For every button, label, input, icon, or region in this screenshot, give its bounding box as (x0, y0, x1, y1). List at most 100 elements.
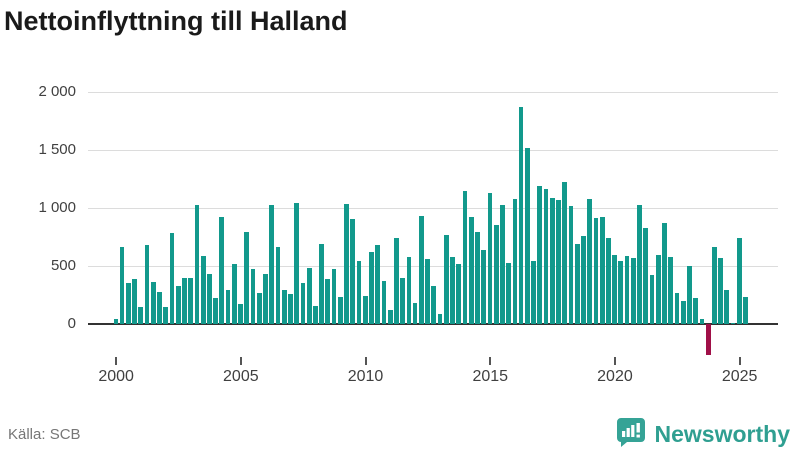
newsworthy-speech-bubble-bars-icon (615, 416, 647, 450)
bar-slot (450, 92, 456, 324)
newsworthy-wordmark: Newsworthy (654, 421, 790, 447)
bar (680, 300, 686, 324)
bar-slot (730, 92, 736, 324)
bar-slot (512, 92, 518, 324)
bar (256, 293, 262, 324)
bar (581, 236, 586, 324)
bar (344, 203, 349, 324)
bar (593, 218, 599, 324)
bar-slot (418, 92, 424, 324)
bar (699, 319, 705, 324)
newsworthy-logo: Newsworthy (615, 416, 790, 450)
bar (169, 232, 175, 324)
bar (537, 185, 543, 324)
bar (194, 205, 200, 324)
x-axis-tick-label: 2015 (472, 368, 509, 385)
bar (400, 277, 406, 324)
bar-series (113, 92, 749, 355)
bar-slot (437, 92, 443, 324)
bar-slot (144, 92, 150, 324)
bar-slot (412, 92, 418, 324)
bar (531, 261, 536, 324)
bar (125, 283, 131, 324)
bar (244, 231, 250, 324)
bar (668, 257, 674, 324)
bar-slot (119, 92, 125, 324)
bar (743, 297, 748, 324)
bar (506, 262, 511, 324)
x-axis-tick (738, 357, 741, 365)
bar-slot (150, 92, 156, 324)
bar (418, 216, 424, 324)
bar (412, 302, 418, 324)
bar (144, 245, 150, 324)
bar (587, 198, 593, 324)
bar-slot (269, 92, 275, 324)
bar (618, 260, 624, 324)
x-axis-tick-label: 2000 (98, 368, 134, 385)
bar-slot (574, 92, 580, 324)
bar-slot (531, 92, 537, 324)
bar-slot (724, 92, 730, 324)
bar (182, 277, 187, 324)
bar-slot (325, 92, 331, 324)
bar (150, 282, 156, 324)
bar (281, 290, 287, 324)
bar-slot (175, 92, 181, 324)
bar-slot (743, 92, 749, 324)
bar-slot (200, 92, 206, 324)
bar-slot (487, 92, 493, 324)
y-axis-tick-label: 2 000 (38, 83, 76, 100)
x-axis-tick-label: 2010 (347, 368, 384, 385)
bar-slot (275, 92, 281, 324)
gridline (88, 92, 778, 93)
bar-slot (400, 92, 406, 324)
bar (674, 292, 680, 324)
y-axis-tick-label: 1 000 (38, 199, 76, 216)
bar-slot (705, 92, 711, 355)
bar-slot (207, 92, 213, 324)
bar-slot (300, 92, 306, 324)
bar-slot (213, 92, 219, 324)
bar (207, 274, 212, 324)
bar (132, 279, 137, 324)
bar-slot (537, 92, 543, 324)
bar-slot (506, 92, 512, 324)
bar (369, 252, 374, 324)
bar-slot (481, 92, 487, 324)
bar (437, 313, 443, 324)
bar (337, 296, 343, 324)
bar (456, 263, 462, 324)
bar (712, 246, 717, 324)
bar (113, 319, 119, 324)
bar (306, 267, 312, 324)
x-axis-tick (239, 357, 242, 365)
bar (219, 217, 225, 324)
bar-slot (188, 92, 194, 324)
bar (562, 181, 568, 324)
bar (643, 228, 649, 324)
page-title: Nettoinflyttning till Halland (4, 6, 348, 36)
bar-slot (524, 92, 530, 324)
bar (543, 189, 549, 324)
source-label: Källa: SCB (8, 426, 81, 443)
bar-slot (649, 92, 655, 324)
bar (350, 219, 356, 324)
bar-slot (337, 92, 343, 324)
bar (387, 309, 393, 324)
bar-slot (606, 92, 612, 324)
bar (724, 289, 730, 324)
bar-slot (662, 92, 668, 324)
bar-slot (612, 92, 618, 324)
bar-slot (394, 92, 400, 324)
bar-slot (493, 92, 499, 324)
bar (662, 223, 667, 324)
bar-slot (132, 92, 138, 324)
bar-slot (655, 92, 661, 324)
bar-slot (356, 92, 362, 324)
bar-slot (169, 92, 175, 324)
bar-slot (231, 92, 237, 324)
gridline (88, 150, 778, 151)
bar (375, 245, 381, 324)
bar-slot (500, 92, 506, 324)
